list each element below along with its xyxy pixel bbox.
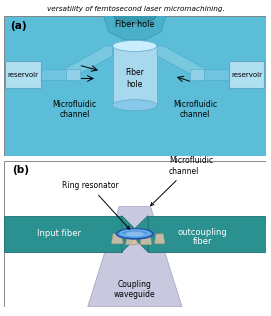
Text: channel: channel bbox=[180, 110, 210, 119]
Polygon shape bbox=[88, 207, 182, 307]
FancyBboxPatch shape bbox=[229, 61, 264, 88]
Polygon shape bbox=[104, 16, 166, 40]
Text: (b): (b) bbox=[12, 165, 29, 175]
Polygon shape bbox=[111, 234, 123, 244]
Text: waveguide: waveguide bbox=[114, 290, 156, 299]
Text: channel: channel bbox=[60, 110, 90, 119]
Ellipse shape bbox=[112, 40, 157, 52]
Text: fiber: fiber bbox=[193, 237, 212, 246]
FancyBboxPatch shape bbox=[4, 16, 266, 156]
Text: Fiber hole: Fiber hole bbox=[115, 20, 154, 29]
FancyBboxPatch shape bbox=[4, 216, 122, 252]
Text: hole: hole bbox=[127, 80, 143, 88]
FancyBboxPatch shape bbox=[4, 161, 266, 307]
Text: Microfluidic
channel: Microfluidic channel bbox=[151, 156, 213, 206]
Polygon shape bbox=[122, 216, 140, 252]
FancyBboxPatch shape bbox=[148, 216, 266, 252]
Polygon shape bbox=[157, 46, 205, 75]
FancyBboxPatch shape bbox=[204, 69, 230, 80]
Text: reservoir: reservoir bbox=[231, 72, 262, 78]
Ellipse shape bbox=[114, 8, 156, 24]
FancyBboxPatch shape bbox=[5, 61, 41, 88]
Ellipse shape bbox=[126, 232, 144, 236]
FancyBboxPatch shape bbox=[39, 69, 66, 80]
Text: Coupling: Coupling bbox=[118, 280, 152, 289]
Polygon shape bbox=[130, 216, 148, 252]
FancyBboxPatch shape bbox=[190, 69, 205, 80]
Text: (a): (a) bbox=[11, 21, 27, 31]
Ellipse shape bbox=[112, 100, 157, 111]
Text: versatility of femtosecond laser micromachining.: versatility of femtosecond laser microma… bbox=[47, 5, 224, 12]
Text: Ring resonator: Ring resonator bbox=[62, 181, 130, 229]
Polygon shape bbox=[64, 46, 112, 75]
Text: Microfluidic: Microfluidic bbox=[53, 100, 97, 109]
Polygon shape bbox=[154, 234, 165, 244]
FancyBboxPatch shape bbox=[64, 69, 80, 80]
Text: outcoupling: outcoupling bbox=[178, 228, 228, 236]
Text: Input fiber: Input fiber bbox=[37, 229, 81, 238]
Polygon shape bbox=[140, 234, 152, 245]
Text: Microfluidic: Microfluidic bbox=[173, 100, 217, 109]
Text: Fiber: Fiber bbox=[125, 68, 144, 76]
Polygon shape bbox=[126, 234, 137, 245]
FancyBboxPatch shape bbox=[112, 46, 157, 105]
Ellipse shape bbox=[117, 229, 153, 239]
Text: reservoir: reservoir bbox=[7, 72, 38, 78]
